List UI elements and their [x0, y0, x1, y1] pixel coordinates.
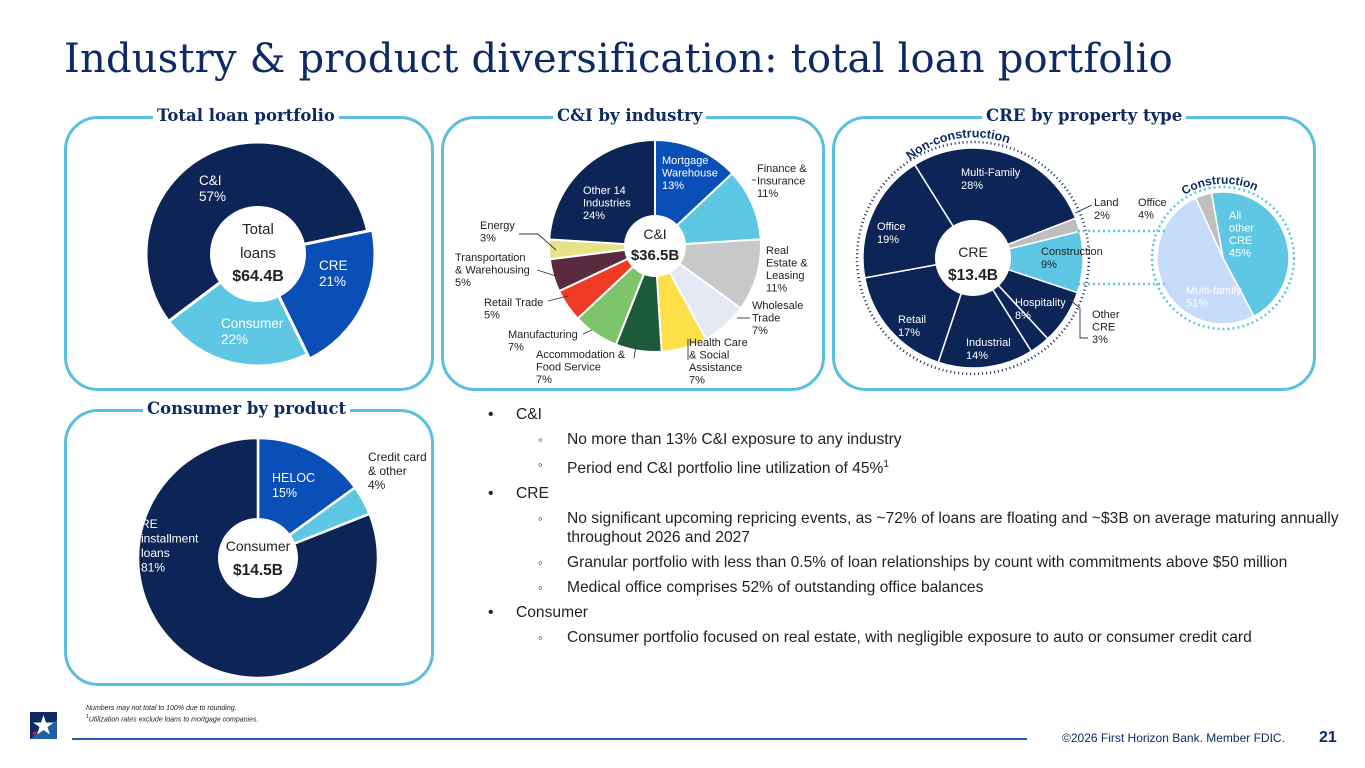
slice-label-land: Land 2%	[1094, 197, 1118, 222]
slice-label-re-installment: RE installment loans 81%	[141, 517, 199, 575]
bullet-item: Medical office comprises 52% of outstand…	[488, 578, 1348, 597]
total-loan-panel-title: Total loan portfolio	[153, 106, 339, 125]
bullet-text: Consumer	[516, 604, 588, 622]
center-label: C&I	[643, 226, 666, 242]
bullet-text: No significant upcoming repricing events…	[567, 510, 1339, 547]
slice-label-credit-card: Credit card & other 4%	[368, 450, 427, 492]
first-horizon-logo-icon	[30, 712, 57, 739]
slice-label-construction: Construction 9%	[1041, 246, 1103, 271]
construction-label-office: Office 4%	[1138, 197, 1167, 222]
slice-consumer	[166, 251, 310, 368]
leader-line	[633, 345, 637, 359]
bullet-text: C&I	[516, 406, 542, 423]
center-label: CRE	[958, 244, 988, 260]
donut-hole	[218, 518, 298, 598]
cre-pie: CRE $13.4B Multi-Family 28% Office 19% Retail 1…	[855, 126, 1296, 376]
slice-label-wholesale-trade: Wholesale Trade 7%	[752, 300, 803, 337]
bullet-text: CRE	[516, 485, 549, 503]
leader-line	[1074, 204, 1093, 214]
slice-label-office: Office 19%	[877, 221, 906, 246]
center-value: $64.4B	[232, 268, 284, 285]
slice-label-energy: Energy 3%	[480, 220, 515, 245]
slice-label-finance-insurance: Finance & Insurance 11%	[757, 163, 807, 200]
cre-panel-title: CRE by property type	[982, 106, 1187, 125]
donut-hole	[210, 206, 306, 302]
cni-panel-title: C&I by industry	[553, 106, 707, 125]
slice-label-other-cre: Other CRE 3%	[1092, 309, 1120, 346]
construction-label-all-other-cre: All other CRE 45%	[1229, 210, 1254, 260]
slice-label-cre: CRE 21%	[319, 258, 348, 289]
slice-label-real-estate-leasing: Real Estate & Leasing 11%	[766, 245, 808, 295]
slice-label-retail: Retail 17%	[898, 314, 926, 339]
donut-hole	[624, 215, 686, 277]
slice-label-multi-family: Multi-Family 28%	[961, 167, 1021, 192]
construction-slice-all-other-cre	[1210, 191, 1290, 318]
page-number: 21	[1319, 729, 1337, 746]
slice-label-other-14-industries: Other 14 Industries 24%	[583, 185, 631, 222]
leader-line	[1069, 299, 1088, 339]
leader-line	[519, 233, 557, 251]
footnote-utilization: 1Utilization rates exclude loans to mort…	[86, 713, 258, 724]
slice-label-industrial: Industrial 14%	[966, 337, 1011, 362]
footnotes: Numbers may not total to 100% due to rou…	[86, 704, 258, 724]
bullet-text: Period end C&I portfolio line utilizatio…	[567, 460, 884, 478]
construction-ring	[1150, 185, 1296, 331]
slice-finance-insurance	[652, 172, 762, 248]
page-title: Industry & product diversification: tota…	[64, 36, 1173, 82]
footnote-sup: 1	[86, 714, 89, 720]
bullet-item: Consumer	[488, 603, 1348, 622]
center-label: Consumer	[226, 538, 291, 554]
center-value: $13.4B	[948, 267, 998, 284]
footnote-utilization-text: Utilization rates exclude loans to mortg…	[88, 716, 259, 724]
bullet-text: No more than 13% C&I exposure to any ind…	[567, 431, 902, 448]
cni-pie: C&I $36.5B Mortgage Warehouse 13% Other 14 Ind…	[455, 138, 808, 387]
slice-label-hospitality: Hospitality 8%	[1015, 297, 1066, 322]
center-label: Total	[242, 221, 274, 238]
slice-industrial	[937, 256, 1033, 369]
bullet-item: CRE	[488, 484, 1348, 503]
construction-label-multi-family: Multi-family 51%	[1186, 285, 1242, 310]
bullet-text: Medical office comprises 52% of outstand…	[567, 579, 984, 597]
bullet-item: Period end C&I portfolio line utilizatio…	[488, 455, 1348, 478]
slice-other-14-industries	[548, 138, 656, 248]
slice-label-health-care: Health Care & Social Assistance 7%	[689, 337, 748, 387]
slice-label-consumer: Consumer 22%	[221, 316, 284, 347]
bullet-item: No significant upcoming repricing events…	[488, 509, 1348, 547]
construction-slice-multi-family	[1156, 196, 1256, 325]
footer-rule	[72, 738, 1027, 740]
slice-re-installment-loans	[136, 436, 380, 680]
construction-slice-office	[1194, 192, 1224, 259]
leader-line	[582, 329, 593, 335]
bullet-footnote-sup: 1	[883, 459, 889, 470]
bullet-list: C&I No more than 13% C&I exposure to any …	[488, 405, 1348, 653]
center-label: loans	[240, 245, 276, 262]
leader-line	[547, 295, 569, 302]
slice-multi-family	[913, 147, 1077, 259]
donut-hole	[935, 220, 1011, 296]
consumer-panel-title: Consumer by product	[143, 399, 351, 418]
slice-label-transportation: Transportation & Warehousing 5%	[455, 252, 530, 289]
center-value: $36.5B	[631, 247, 680, 264]
total-loan-donut: C&I 57% CRE 21% Consumer 22% Total loans $64.4B	[144, 140, 377, 368]
slice-label-retail-trade: Retail Trade 5%	[484, 297, 543, 322]
bullet-item: No more than 13% C&I exposure to any ind…	[488, 430, 1348, 449]
slice-label-manufacturing: Manufacturing 7%	[508, 329, 578, 354]
footnote-rounding: Numbers may not total to 100% due to rou…	[86, 705, 237, 712]
leader-line	[536, 269, 557, 277]
slice-label-accommodation: Accommodation & Food Service 7%	[536, 349, 626, 386]
slice-mortgage-warehouse	[654, 138, 734, 249]
consumer-pie: Consumer $14.5B HELOC 15% Credit card & other…	[136, 436, 427, 680]
center-value: $14.5B	[233, 562, 283, 579]
bullet-text: Granular portfolio with less than 0.5% o…	[567, 554, 1288, 572]
non-construction-ring	[855, 140, 1091, 376]
bullet-item: Consumer portfolio focused on real estat…	[488, 628, 1348, 647]
copyright-text: ©2026 First Horizon Bank. Member FDIC.	[1062, 731, 1285, 745]
bullet-text: Consumer portfolio focused on real estat…	[567, 629, 1252, 647]
slice-label-c-i: C&I 57%	[199, 173, 226, 204]
bullet-item: C&I	[488, 405, 1348, 424]
slice-label-heloc: HELOC 15%	[272, 471, 315, 500]
slice-label-mortgage-warehouse: Mortgage Warehouse 13%	[662, 155, 718, 192]
bullet-item: Granular portfolio with less than 0.5% o…	[488, 553, 1348, 572]
